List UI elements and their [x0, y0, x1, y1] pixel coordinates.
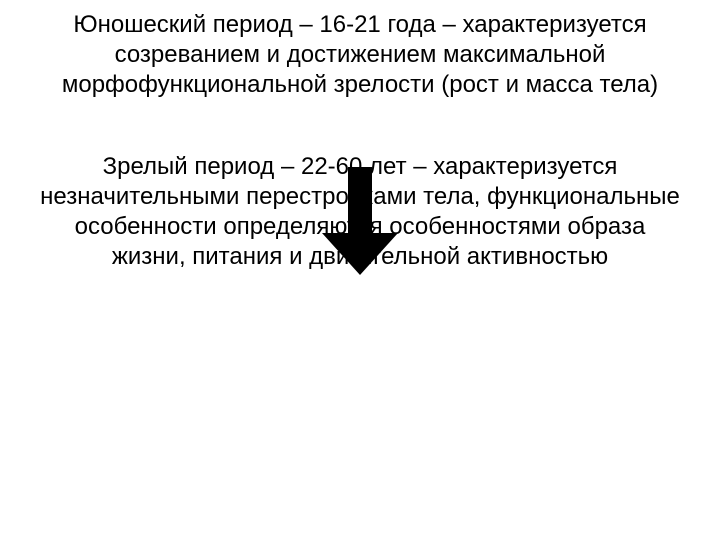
arrow-stem [348, 167, 372, 235]
down-arrow-icon [322, 167, 398, 275]
arrow-head [322, 233, 398, 275]
paragraph-youth-period: Юношеский период – 16-21 года – характер… [40, 10, 680, 100]
slide: Юношеский период – 16-21 года – характер… [0, 0, 720, 540]
